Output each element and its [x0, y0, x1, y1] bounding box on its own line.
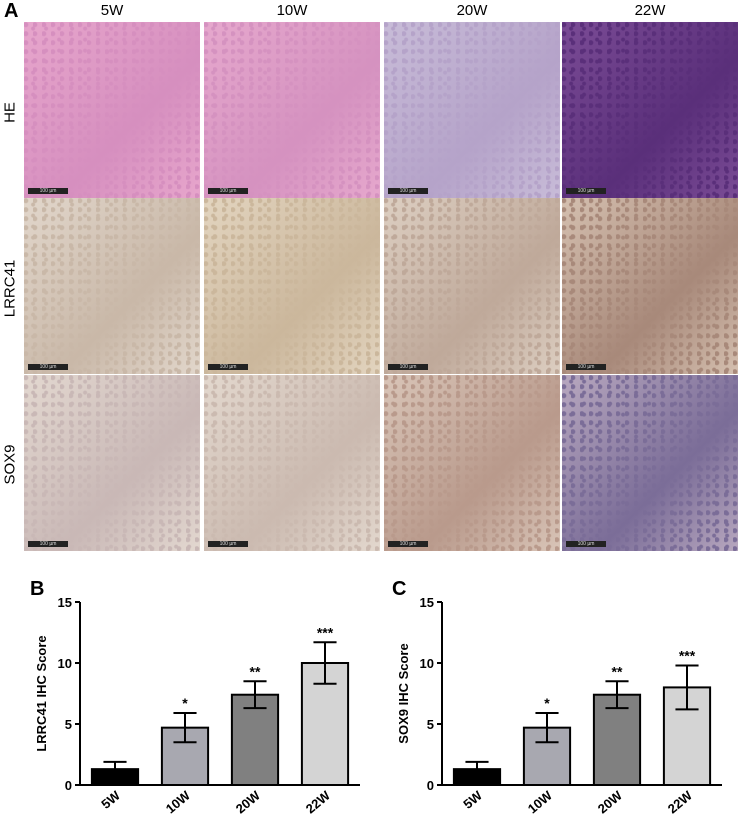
- lrrc41-x-tick-label-22w: 22W: [303, 787, 334, 816]
- micrograph-sox9-5w: 100 µm: [24, 375, 200, 551]
- micrograph-he-20w: 100 µm: [384, 22, 560, 198]
- lrrc41-y-tick-label: 5: [65, 717, 72, 732]
- sox9-y-tick-label: 15: [420, 595, 434, 610]
- lrrc41-y-tick-label: 15: [58, 595, 72, 610]
- sox9-y-tick-label: 5: [427, 717, 434, 732]
- lrrc41-significance-label: *: [182, 695, 188, 711]
- lrrc41-y-tick-label: 10: [58, 656, 72, 671]
- scale-bar: 100 µm: [566, 188, 606, 194]
- lrrc41-y-tick-label: 0: [65, 778, 72, 793]
- chart-lrrc41-ihc-score: 0 5 10 15 LRRC41 IHC Score 5W * 10W ** 20W *** 22W: [34, 595, 360, 816]
- column-label-20w: 20W: [456, 2, 488, 19]
- lrrc41-x-tick-label-10w: 10W: [163, 787, 194, 816]
- sox9-y-tick-label: 0: [427, 778, 434, 793]
- sox9-significance-label: *: [544, 695, 550, 711]
- panel-label-a: A: [4, 0, 19, 22]
- scale-bar: 100 µm: [28, 364, 68, 370]
- micrograph-he-5w: 100 µm: [24, 22, 200, 198]
- micrograph-he-10w: 100 µm: [204, 22, 380, 198]
- micrograph-lrrc41-22w: 100 µm: [562, 198, 738, 374]
- sox9-x-tick-label-22w: 22W: [665, 787, 696, 816]
- sox9-x-tick-label-5w: 5W: [460, 787, 485, 811]
- micrograph-lrrc41-5w: 100 µm: [24, 198, 200, 374]
- lrrc41-y-axis-label: LRRC41 IHC Score: [34, 635, 49, 751]
- row-label-sox9: SOX9: [1, 444, 19, 485]
- micrograph-sox9-10w: 100 µm: [204, 375, 380, 551]
- micrograph-sox9-20w: 100 µm: [384, 375, 560, 551]
- panel-label-c: C: [392, 578, 407, 600]
- sox9-y-axis-label: SOX9 IHC Score: [396, 643, 411, 743]
- row-label-lrrc41: LRRC41: [1, 259, 19, 318]
- scale-bar: 100 µm: [388, 541, 428, 547]
- lrrc41-significance-label: **: [250, 663, 261, 679]
- lrrc41-x-tick-label-20w: 20W: [233, 787, 264, 816]
- row-label-he: HE: [1, 102, 19, 123]
- column-label-5w: 5W: [100, 2, 124, 19]
- sox9-y-tick-label: 10: [420, 656, 434, 671]
- scale-bar: 100 µm: [28, 541, 68, 547]
- scale-bar: 100 µm: [388, 188, 428, 194]
- micrograph-sox9-22w: 100 µm: [562, 375, 738, 551]
- lrrc41-x-tick-label-5w: 5W: [98, 787, 123, 811]
- panel-label-b: B: [30, 578, 45, 600]
- scale-bar: 100 µm: [208, 541, 248, 547]
- column-label-10w: 10W: [276, 2, 308, 19]
- scale-bar: 100 µm: [388, 364, 428, 370]
- column-label-22w: 22W: [634, 2, 666, 19]
- scale-bar: 100 µm: [28, 188, 68, 194]
- sox9-x-tick-label-10w: 10W: [525, 787, 556, 816]
- sox9-x-tick-label-20w: 20W: [595, 787, 626, 816]
- micrograph-lrrc41-20w: 100 µm: [384, 198, 560, 374]
- scale-bar: 100 µm: [208, 188, 248, 194]
- sox9-significance-label: ***: [679, 647, 696, 663]
- micrograph-lrrc41-10w: 100 µm: [204, 198, 380, 374]
- lrrc41-significance-label: ***: [317, 624, 334, 640]
- sox9-significance-label: **: [612, 663, 623, 679]
- scale-bar: 100 µm: [566, 364, 606, 370]
- scale-bar: 100 µm: [566, 541, 606, 547]
- chart-sox9-ihc-score: 0 5 10 15 SOX9 IHC Score 5W * 10W ** 20W *** 22W: [396, 595, 722, 816]
- scale-bar: 100 µm: [208, 364, 248, 370]
- sox9-bar-20w: [592, 693, 642, 786]
- micrograph-he-22w: 100 µm: [562, 22, 738, 198]
